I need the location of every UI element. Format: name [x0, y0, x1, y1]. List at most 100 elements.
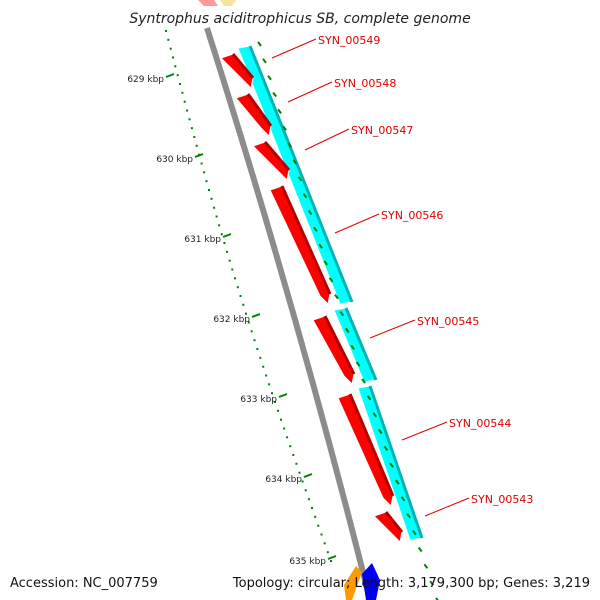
scale-dot: [179, 83, 181, 85]
backbone: [204, 27, 373, 600]
cds-arrow-shade: [348, 393, 395, 497]
outer-dashed-line: [257, 41, 439, 600]
outer-dash: [417, 546, 423, 553]
gene-block-shade: [344, 307, 378, 381]
outer-dash: [287, 142, 293, 148]
outer-dash: [313, 226, 318, 232]
scale-dot: [188, 118, 191, 121]
map-title: Syntrophus aciditrophicus SB, complete g…: [129, 11, 470, 27]
scale-dot: [167, 38, 170, 41]
scale-tick-label: 631 kbp: [184, 235, 221, 245]
scale-dot: [213, 206, 216, 209]
scale-dot: [183, 100, 186, 103]
scale-tick: [303, 473, 313, 478]
gene-label[interactable]: SYN_00548: [334, 77, 396, 90]
scale-tick-label: 629 kbp: [127, 75, 164, 85]
scale-dot: [280, 418, 282, 421]
scale-dot: [169, 47, 172, 50]
scale-tick-label: 632 kbp: [213, 315, 250, 325]
partial-feature-yellow[interactable]: [220, 0, 236, 6]
partial-feature-orange[interactable]: [344, 566, 362, 600]
scale-dot: [330, 560, 332, 562]
cds-arrow-shade: [280, 185, 332, 295]
gene-block-shade: [368, 385, 424, 539]
gene-label[interactable]: SYN_00544: [449, 417, 511, 430]
gene-leader-line: [424, 497, 470, 517]
scale-dot: [239, 295, 242, 297]
cds-arrow[interactable]: [337, 393, 394, 508]
outer-dash: [292, 159, 298, 165]
cds-arrow[interactable]: [220, 53, 254, 90]
outer-dash: [282, 125, 287, 131]
scale-dot: [250, 330, 253, 333]
scale-dot: [176, 74, 179, 77]
summary-text: Topology: circular; Length: 3,179,300 bp…: [232, 576, 590, 591]
cds-arrow[interactable]: [312, 315, 355, 386]
scale-dot: [195, 144, 198, 147]
scale-dot: [208, 189, 210, 191]
outer-dash: [277, 108, 282, 115]
scale-dot: [283, 427, 286, 430]
outer-dash: [400, 496, 406, 502]
cds-arrow[interactable]: [269, 185, 331, 306]
outer-dash: [257, 41, 262, 47]
scale-dot: [268, 383, 271, 386]
partial-feature-blue[interactable]: [362, 563, 380, 600]
outer-dash: [328, 277, 334, 283]
backbone-line: [204, 27, 373, 600]
outer-dash: [389, 462, 394, 468]
gene-leader-line: [334, 213, 380, 234]
scale-dot: [228, 259, 231, 262]
outer-dash: [339, 311, 345, 317]
scale-dot: [172, 56, 174, 59]
cds-arrow-shade: [246, 93, 273, 127]
outer-dash: [318, 243, 323, 249]
outer-dash: [412, 529, 417, 536]
outer-dash: [435, 597, 439, 600]
scale-dot: [314, 515, 317, 518]
scale-dot: [286, 436, 289, 439]
cds-arrow[interactable]: [373, 511, 403, 544]
scale-dot: [223, 242, 226, 244]
outer-dash: [297, 176, 303, 182]
scale-dot: [326, 551, 329, 554]
scale-dot: [186, 109, 189, 112]
accession-text: Accession: NC_007759: [10, 576, 158, 591]
gene-label[interactable]: SYN_00545: [417, 315, 479, 328]
outer-dash: [383, 445, 389, 451]
cds-arrow-shade: [231, 53, 255, 79]
scale-dot: [256, 348, 259, 350]
outer-dash: [361, 378, 366, 384]
scale-dot: [218, 224, 221, 227]
gene-block-shade: [248, 45, 354, 303]
scale-dot: [274, 401, 276, 403]
gene-leader-line: [401, 421, 448, 441]
scale-dot: [323, 542, 326, 545]
scale-tick: [222, 233, 232, 238]
cds-arrow[interactable]: [252, 141, 290, 182]
outer-dash: [323, 260, 329, 266]
scale-dot: [242, 303, 245, 306]
gene-label[interactable]: SYN_00546: [381, 209, 443, 222]
outer-dash: [344, 327, 350, 333]
gene-leader-line: [271, 38, 317, 59]
scale-dot: [210, 197, 213, 200]
scale-dot: [301, 480, 304, 483]
gene-label[interactable]: SYN_00543: [471, 493, 533, 506]
gene-label[interactable]: SYN_00549: [318, 34, 380, 47]
cds-arrow-shade: [384, 511, 404, 533]
scale-dot: [215, 215, 218, 218]
scale-dot: [205, 180, 208, 183]
outer-dash: [423, 563, 429, 569]
scale-dot: [203, 171, 206, 174]
gene-label[interactable]: SYN_00547: [351, 124, 413, 137]
partial-feature-pink[interactable]: [198, 0, 218, 6]
gene-leader-line: [287, 81, 333, 103]
outer-dash: [334, 294, 339, 300]
outer-dash: [302, 193, 308, 199]
scale-tick: [251, 313, 261, 318]
cds-arrow[interactable]: [235, 93, 272, 138]
scale-dot: [247, 321, 250, 324]
scale-dot: [317, 524, 320, 527]
